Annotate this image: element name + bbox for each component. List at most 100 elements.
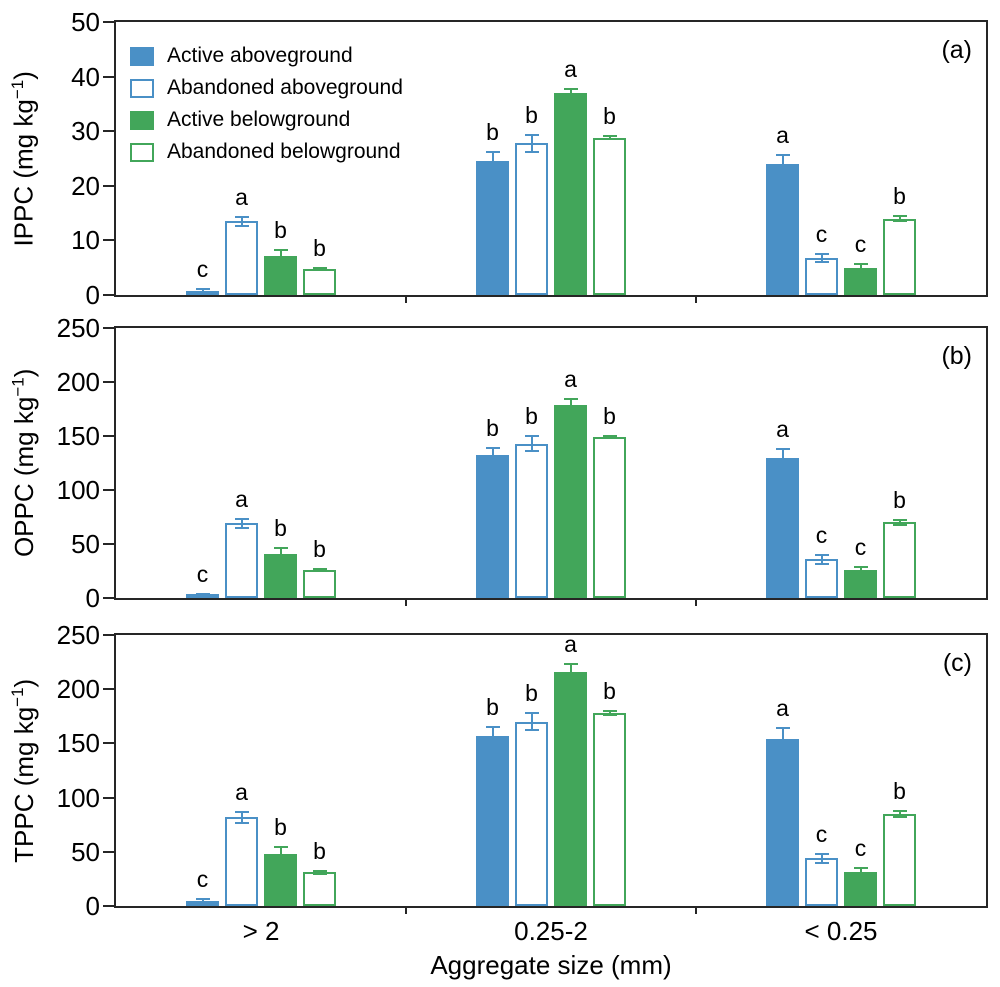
x-tick-mark — [405, 598, 407, 606]
error-bar-line — [859, 262, 862, 273]
y-tick-mark — [103, 239, 114, 242]
y-tick-mark — [103, 130, 114, 133]
error-bar — [892, 519, 907, 526]
sig-letter: b — [274, 217, 287, 244]
sig-letter: b — [313, 535, 326, 562]
error-bar-cap-bottom — [892, 220, 907, 223]
y-tick-mark — [103, 184, 114, 187]
error-bar-cap-bottom — [775, 465, 790, 468]
error-bar-cap-bottom — [312, 570, 327, 573]
sig-letter: a — [235, 486, 248, 513]
sig-letter: b — [525, 101, 538, 128]
sig-letter: a — [564, 55, 577, 82]
error-bar-line — [279, 249, 282, 263]
error-bar — [234, 810, 249, 824]
error-bar-cap-top — [814, 852, 829, 855]
error-bar — [853, 565, 868, 575]
bar-a-3-1 — [264, 255, 297, 295]
bar-b-2-1 — [225, 523, 258, 598]
error-bar-cap-top — [563, 398, 578, 401]
y-tick-label: 50 — [71, 529, 100, 559]
sig-letter: c — [815, 521, 828, 548]
error-bar — [563, 87, 578, 99]
error-bar — [524, 133, 539, 153]
y-tick-mark — [103, 75, 114, 78]
error-bar-line — [491, 446, 494, 465]
error-bar-cap-bottom — [775, 171, 790, 174]
error-bar-cap-top — [602, 434, 617, 437]
error-bar-cap-top — [892, 809, 907, 812]
error-bar-cap-bottom — [602, 437, 617, 440]
x-category-label: 0.25-2 — [514, 916, 588, 946]
sig-letter: b — [486, 119, 499, 146]
sig-letter: a — [776, 695, 789, 722]
error-bar-line — [820, 553, 823, 565]
error-bar — [234, 518, 249, 529]
bar-b-1-3 — [766, 457, 799, 598]
error-bar-cap-bottom — [602, 138, 617, 141]
error-bar — [312, 267, 327, 271]
y-tick-label: 0 — [85, 583, 100, 613]
error-bar-cap-bottom — [853, 270, 868, 273]
error-bar-cap-bottom — [273, 260, 288, 263]
error-bar-line — [569, 87, 572, 99]
legend-item-label: Active belowground — [167, 108, 351, 131]
y-tick-mark — [103, 634, 114, 636]
y-tick-label: 150 — [56, 421, 100, 451]
error-bar-line — [530, 711, 533, 732]
legend-item: Active aboveground — [130, 40, 403, 72]
error-bar-cap-top — [775, 154, 790, 157]
error-bar-line — [530, 133, 533, 153]
y-tick-label: 200 — [56, 674, 100, 705]
y-tick-mark — [103, 327, 114, 329]
error-bar-line — [530, 434, 533, 453]
error-bar-cap-top — [853, 565, 868, 568]
error-bar — [602, 709, 617, 717]
error-bar-cap-bottom — [814, 861, 829, 864]
y-tick-mark — [103, 796, 114, 799]
sig-letter: c — [196, 561, 209, 588]
error-bar — [563, 398, 578, 412]
y-tick-label: 30 — [71, 116, 100, 147]
sig-letter: b — [603, 402, 616, 429]
bar-b-2-2 — [515, 443, 548, 598]
error-bar — [195, 288, 210, 293]
error-bar-cap-bottom — [234, 224, 249, 227]
sig-letter: a — [235, 183, 248, 210]
error-bar-cap-bottom — [485, 743, 500, 746]
error-bar-line — [240, 810, 243, 824]
error-bar — [195, 593, 210, 597]
x-category-label: > 2 — [242, 916, 280, 946]
error-bar-cap-top — [524, 711, 539, 714]
panel-label: (a) — [941, 36, 972, 64]
error-bar-cap-top — [524, 434, 539, 437]
y-tick-label: 200 — [56, 367, 100, 397]
sig-letter: b — [274, 515, 287, 542]
y-tick-label: 50 — [71, 836, 100, 867]
error-bar — [312, 870, 327, 875]
y-tick-label: 10 — [71, 225, 100, 256]
error-bar-cap-top — [602, 135, 617, 138]
y-tick-label: 250 — [56, 313, 100, 343]
sig-letter: c — [854, 230, 867, 257]
error-bar-cap-bottom — [524, 729, 539, 732]
bar-c-4-2 — [593, 713, 626, 906]
error-bar-line — [569, 398, 572, 412]
y-tick-label: 100 — [56, 475, 100, 505]
error-bar-line — [898, 214, 901, 223]
error-bar — [892, 214, 907, 223]
sig-letter: c — [196, 256, 209, 283]
legend-item-label: Abandoned belowground — [167, 140, 401, 163]
legend-item-label: Abandoned aboveground — [167, 76, 403, 99]
error-bar — [892, 809, 907, 819]
error-bar-cap-top — [312, 567, 327, 570]
error-bar-cap-bottom — [234, 821, 249, 824]
sig-letter: b — [313, 838, 326, 865]
y-axis-label-sup: −1 — [8, 687, 28, 707]
legend-item-label: Active aboveground — [167, 44, 353, 67]
error-bar-cap-top — [814, 252, 829, 255]
x-axis-title: Aggregate size (mm) — [430, 950, 672, 980]
error-bar-cap-top — [775, 447, 790, 450]
bar-c-3-2 — [554, 671, 587, 906]
